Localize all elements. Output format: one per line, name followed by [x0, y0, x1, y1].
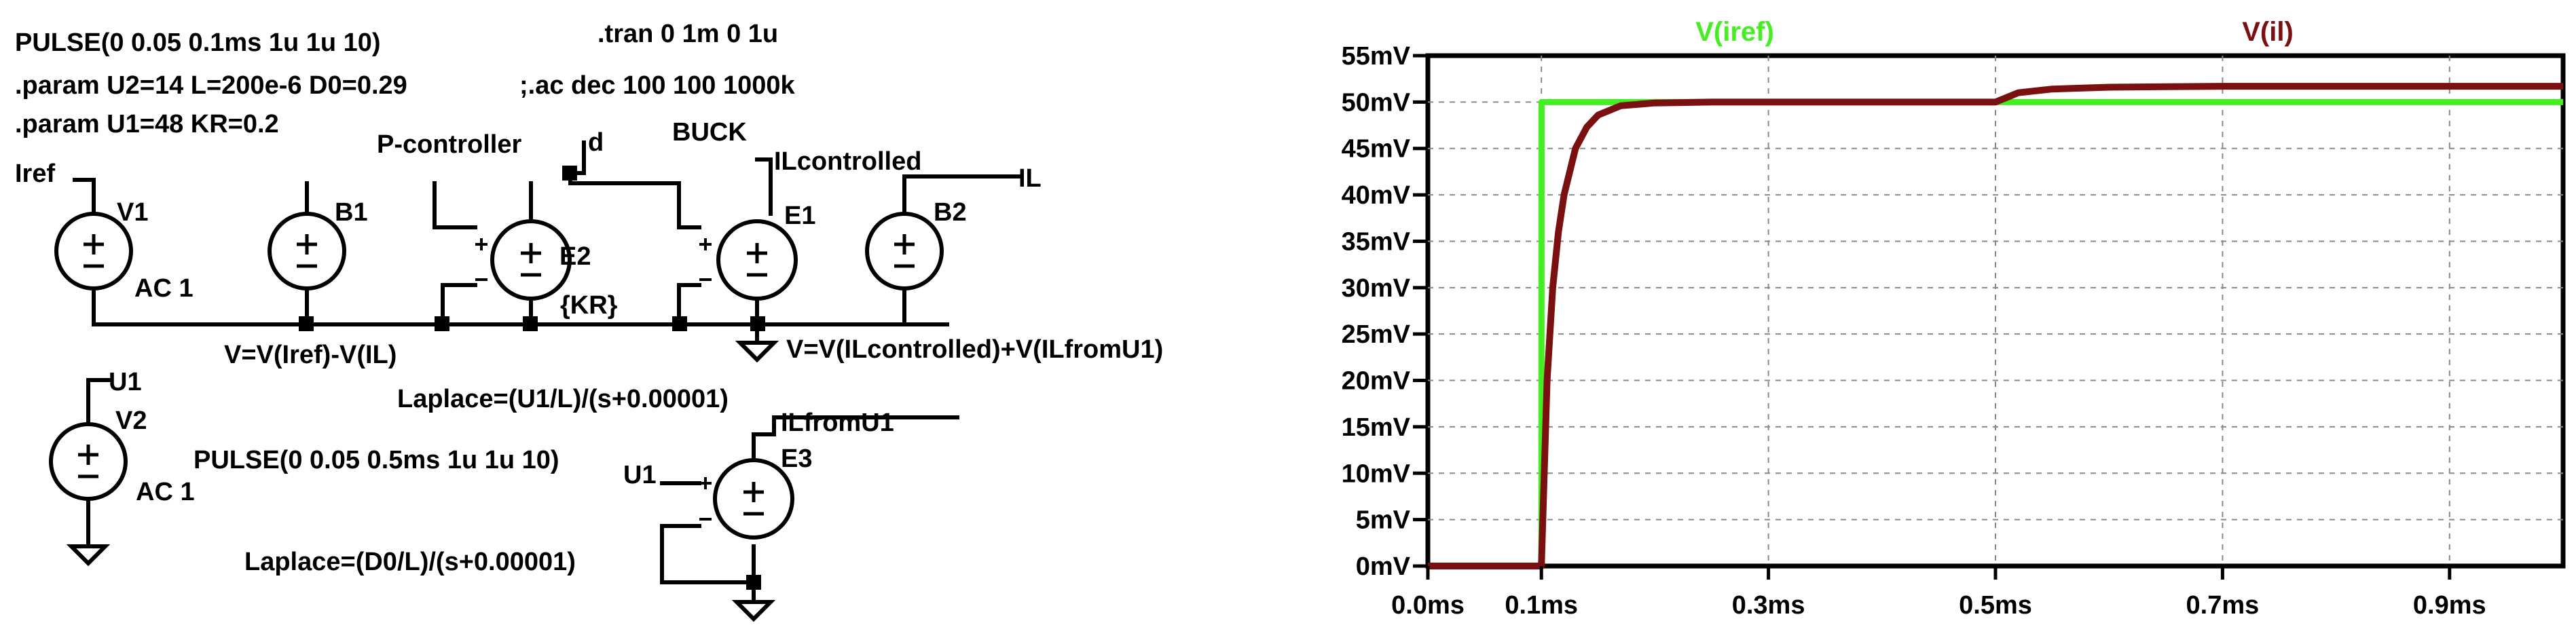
component-name-v2: V2 [115, 407, 147, 435]
directive-pulse-iref[interactable]: PULSE(0 0.05 0.1ms 1u 1u 10) [15, 29, 381, 57]
net-label-il: IL [1018, 164, 1042, 193]
y-tick-label: 30mV [1342, 274, 1411, 303]
trace-vil[interactable] [1428, 83, 2563, 569]
x-tick-label: 0.5ms [1959, 591, 2032, 620]
label-buck: BUCK [672, 118, 747, 147]
component-name-v1: V1 [117, 198, 148, 227]
y-tick-label: 0mV [1356, 552, 1411, 581]
voltage-source-v1[interactable] [54, 212, 133, 290]
x-tick-label: 0.3ms [1732, 591, 1805, 620]
x-axis-ticks: 0.0ms 0.1ms 0.3ms 0.5ms 0.7ms 0.9ms [1391, 566, 2486, 620]
x-tick-label: 0.1ms [1505, 591, 1578, 620]
ac-value-v1: AC 1 [134, 274, 194, 303]
legend-entry[interactable]: V(il) [2242, 17, 2294, 47]
junction-dots [299, 166, 765, 331]
wires-e3 [660, 415, 959, 622]
directive-pulse-u1[interactable]: PULSE(0 0.05 0.5ms 1u 1u 10) [194, 446, 559, 474]
component-name-e3: E3 [781, 445, 812, 473]
y-axis-ticks: 0mV 5mV 10mV 15mV 20mV 25mV 30mV 35mV 40mV 45mV 50… [1342, 42, 1428, 581]
y-tick-label: 40mV [1342, 181, 1411, 210]
junction-dots-e3 [746, 575, 761, 590]
net-label-u1-input: U1 [623, 461, 657, 489]
dependent-source-e2[interactable] [475, 181, 572, 301]
y-tick-label: 5mV [1356, 506, 1411, 535]
expression-b2: V=V(ILcontrolled)+V(ILfromU1) [786, 335, 1163, 364]
net-label-d: d [588, 128, 604, 157]
y-tick-label: 15mV [1342, 413, 1411, 442]
gain-kr: {KR} [560, 291, 618, 320]
wires-v2 [66, 378, 111, 567]
net-label-ilfromu1: ILfromU1 [781, 409, 894, 437]
legend-entry[interactable]: V(iref) [1695, 17, 1774, 47]
directive-param-1[interactable]: .param U2=14 L=200e-6 D0=0.29 [15, 71, 407, 100]
y-tick-label: 55mV [1342, 42, 1411, 71]
ground-symbol [735, 341, 779, 363]
net-label-iref: Iref [15, 159, 55, 188]
y-tick-label: 45mV [1342, 135, 1411, 164]
component-name-b1: B1 [335, 198, 368, 227]
directive-param-2[interactable]: .param U1=48 KR=0.2 [15, 110, 279, 138]
y-tick-label: 10mV [1342, 459, 1411, 488]
dependent-source-e1[interactable] [699, 219, 798, 301]
component-name-b2: B2 [934, 198, 967, 227]
component-name-e2: E2 [559, 242, 591, 271]
plot-traces [1428, 83, 2563, 569]
x-tick-label: 0.9ms [2413, 591, 2486, 620]
y-tick-label: 50mV [1342, 88, 1411, 117]
label-p-controller: P-controller [377, 130, 521, 159]
behavioral-source-b2[interactable] [865, 212, 944, 290]
ac-value-v2: AC 1 [136, 478, 195, 506]
directive-ac[interactable]: ;.ac dec 100 100 1000k [519, 71, 796, 100]
expression-b1: V=V(Iref)-V(IL) [224, 341, 397, 369]
y-tick-label: 25mV [1342, 320, 1411, 349]
component-name-e1: E1 [784, 202, 815, 230]
directive-tran[interactable]: .tran 0 1m 0 1u [597, 20, 778, 48]
laplace-e3: Laplace=(D0/L)/(s+0.00001) [244, 548, 576, 576]
x-tick-label: 0.0ms [1391, 591, 1465, 620]
y-tick-label: 35mV [1342, 227, 1411, 256]
y-tick-label: 20mV [1342, 367, 1411, 396]
wires-top [73, 140, 1020, 345]
schematic-panel: PULSE(0 0.05 0.1ms 1u 1u 10) .tran 0 1m … [15, 20, 1163, 622]
behavioral-source-b1[interactable] [268, 212, 346, 290]
voltage-source-v2[interactable] [49, 422, 128, 501]
waveform-viewer[interactable]: 0mV 5mV 10mV 15mV 20mV 25mV 30mV 35mV 40mV 45mV 50… [1342, 17, 2566, 620]
laplace-e1: Laplace=(U1/L)/(s+0.00001) [397, 385, 729, 413]
net-label-u1: U1 [109, 368, 142, 396]
plot-grid [1428, 56, 2563, 566]
plot-legend: V(iref) V(il) [1695, 17, 2294, 47]
x-tick-label: 0.7ms [2186, 591, 2260, 620]
net-label-ilcontrolled: ILcontrolled [774, 147, 921, 176]
dependent-source-e3[interactable] [699, 432, 794, 540]
